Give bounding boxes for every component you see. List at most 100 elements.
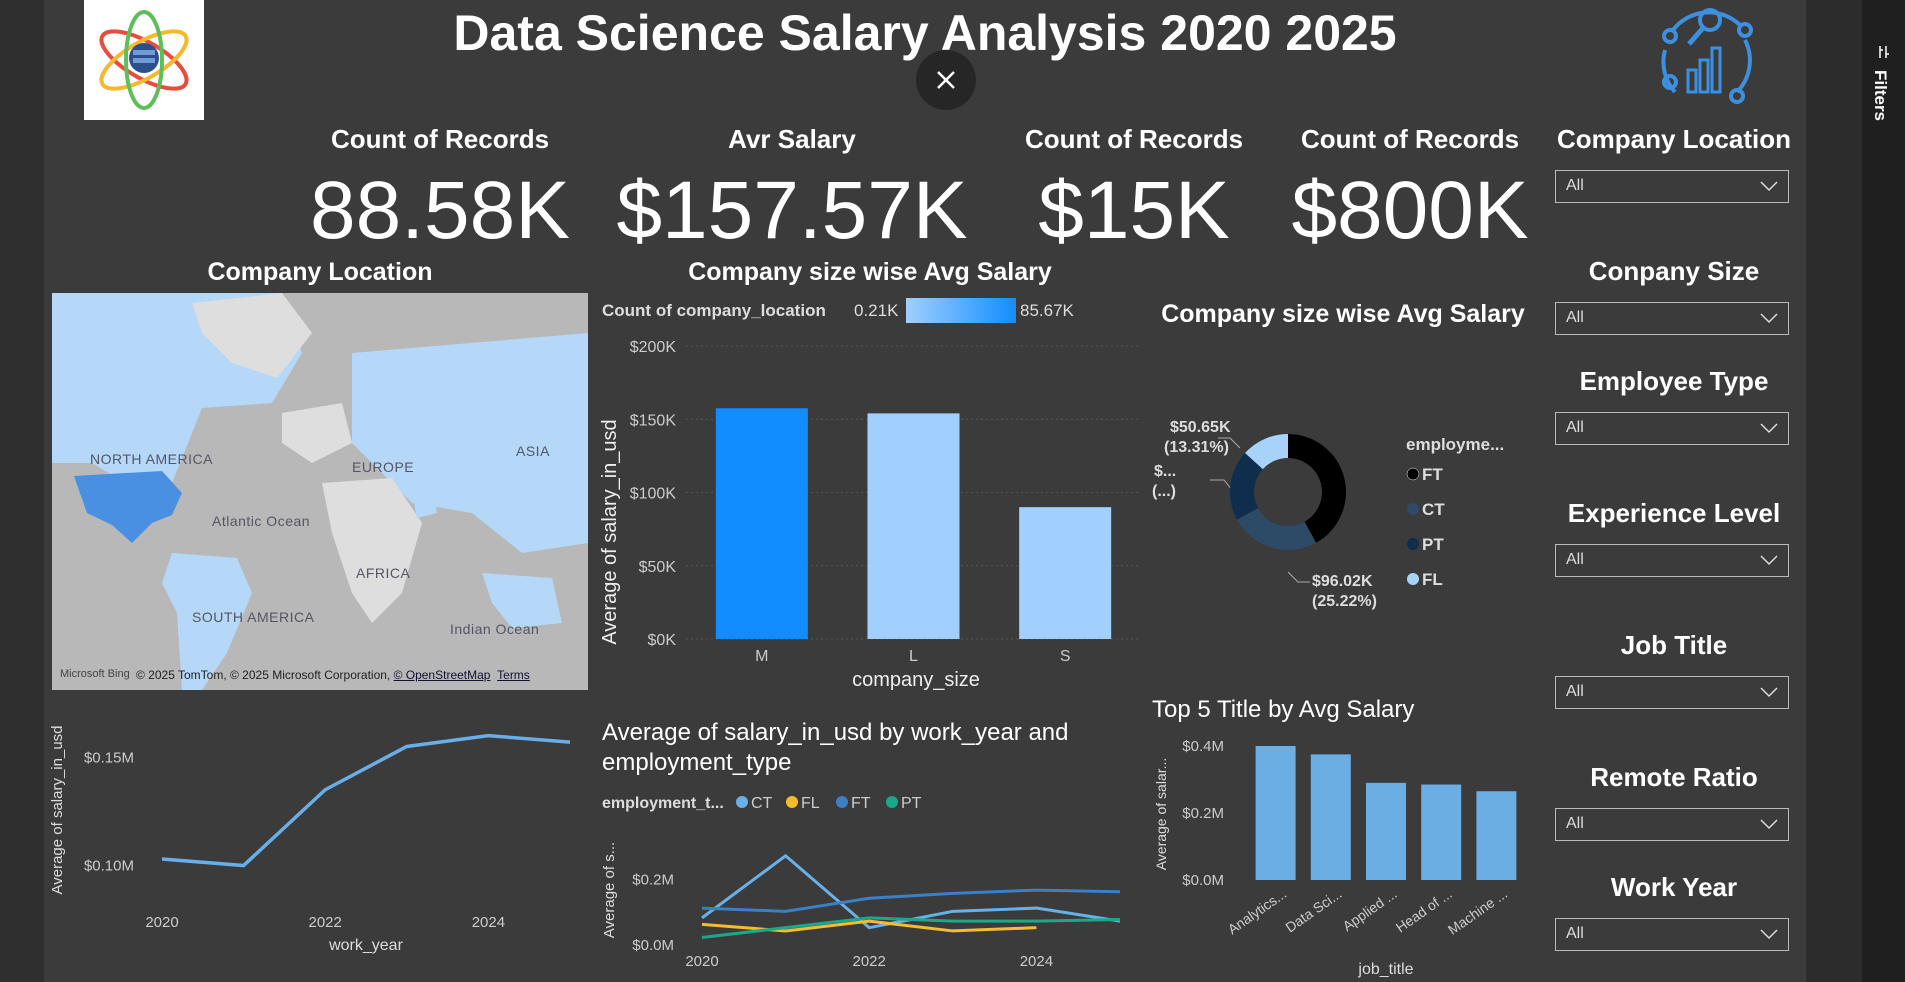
slicer-employee-type[interactable]: All <box>1555 412 1789 445</box>
donut-slice-ft <box>1288 434 1346 543</box>
employment-donut-chart[interactable]: employme... $50.65K (13.31%) $... (...) … <box>1148 340 1538 630</box>
osm-link[interactable]: © OpenStreetMap <box>393 668 491 682</box>
emp-line-title-line2: employment_type <box>602 749 792 776</box>
slicer-title-company-size: Conpany Size <box>1588 256 1760 286</box>
top5-bar <box>1310 754 1351 880</box>
bar-x-tick: L <box>909 648 918 665</box>
emp-legend-dot-ct <box>736 796 748 808</box>
top5-x-tick: Applied ... <box>1340 885 1400 934</box>
filters-pane[interactable] <box>1862 0 1905 982</box>
chevron-down-icon[interactable] <box>1760 553 1778 567</box>
slicer-value: All <box>1566 925 1584 942</box>
emp-series-pt <box>701 916 1121 939</box>
top5-title: Top 5 Title by Avg Salary <box>1152 696 1415 723</box>
chevron-down-icon[interactable] <box>1760 685 1778 699</box>
yline-x-tick: 2022 <box>309 914 342 931</box>
map-label-indian-ocean: Indian Ocean <box>450 621 540 637</box>
slicer-title-company-location: Company Location <box>1556 124 1791 154</box>
close-button[interactable] <box>916 50 976 110</box>
company-location-map[interactable]: NORTH AMERICA EUROPE ASIA Atlantic Ocean… <box>52 293 588 690</box>
company-size-bar-chart[interactable]: Count of company_location 0.21K 85.67K A… <box>596 292 1146 692</box>
slicer-work-year[interactable]: All <box>1555 918 1789 951</box>
top5-title-bar-chart[interactable]: Average of salar... job_title $0.0M $0.2M… <box>1148 728 1538 980</box>
donut-legend-dot-ft <box>1406 467 1420 481</box>
chevron-down-icon[interactable] <box>1760 179 1778 193</box>
donut-slice-fl <box>1245 434 1288 470</box>
salary-by-employment-line-chart[interactable]: employment_t... Average of s... CT FL FT PT… <box>596 786 1146 972</box>
donut-legend-title: employme... <box>1406 435 1504 454</box>
emp-series-fl <box>701 919 1037 933</box>
yline-x-tick: 2024 <box>472 914 505 931</box>
world-map[interactable] <box>52 293 588 690</box>
slicer-title-employee-type: Employee Type <box>1579 366 1769 396</box>
emp-legend-dot-pt <box>886 796 898 808</box>
top5-y-tick: $0.2M <box>1182 805 1224 822</box>
donut-label-fl-value: $50.65K <box>1170 419 1231 436</box>
slicer-job-title[interactable]: All <box>1555 676 1789 709</box>
donut-slice-pt <box>1230 453 1263 520</box>
bar-s <box>1019 507 1112 639</box>
map-label-asia: ASIA <box>516 443 550 459</box>
filter-icon[interactable] <box>1877 44 1891 60</box>
atom-logo <box>84 0 204 120</box>
top5-y-label: Average of salar... <box>1153 758 1169 871</box>
emp-legend-pt: PT <box>901 795 922 812</box>
map-label-europe: EUROPE <box>352 459 415 475</box>
emp-legend-title: employment_t... <box>602 795 724 812</box>
emp-line-title-line1: Average of salary_in_usd by work_year an… <box>602 719 1069 746</box>
top5-bar <box>1476 791 1517 880</box>
chevron-down-icon[interactable] <box>1760 421 1778 435</box>
bar-y-label: Average of salary_in_usd <box>599 419 621 644</box>
yline-series <box>161 733 571 868</box>
donut-legend-dot-ct <box>1407 503 1419 515</box>
bar-y-tick: $100K <box>630 486 677 503</box>
donut-label-pt-value: $... <box>1154 463 1176 480</box>
slicer-remote-ratio[interactable]: All <box>1555 808 1789 841</box>
yline-x-label: work_year <box>328 937 403 954</box>
yline-y-tick: $0.10M <box>84 858 134 875</box>
slicer-value: All <box>1566 177 1584 194</box>
bar-legend-gradient <box>906 298 1016 323</box>
map-attribution: © 2025 TomTom, © 2025 Microsoft Corporat… <box>136 668 530 682</box>
bar-x-label: company_size <box>852 669 980 691</box>
slicer-company-location[interactable]: All <box>1555 170 1789 203</box>
top5-x-tick: Analytics... <box>1225 885 1290 937</box>
salary-by-year-line-chart[interactable]: Average of salary_in_usd work_year $0.10… <box>46 700 586 960</box>
map-title: Company Location <box>207 258 433 286</box>
emp-legend-ct: CT <box>751 795 773 812</box>
bar-legend-max: 85.67K <box>1020 301 1075 320</box>
bar-x-tick: S <box>1060 648 1071 665</box>
emp-legend-fl: FL <box>801 795 820 812</box>
yline-y-tick: $0.15M <box>84 749 134 766</box>
close-icon[interactable] <box>916 50 976 110</box>
emp-line-title: Average of salary_in_usd by work_year an… <box>602 718 1162 778</box>
bar-legend-min: 0.21K <box>854 301 899 320</box>
filters-label[interactable]: Filters <box>1871 70 1890 122</box>
emp-y-label: Average of s... <box>601 842 618 938</box>
bar-chart-title: Company size wise Avg Salary <box>688 258 1052 286</box>
emp-y-tick: $0.2M <box>632 872 674 889</box>
donut-legend-fl: FL <box>1422 570 1443 589</box>
chevron-down-icon[interactable] <box>1760 927 1778 941</box>
terms-link[interactable]: Terms <box>497 668 530 682</box>
chevron-down-icon[interactable] <box>1760 311 1778 325</box>
top5-x-label: job_title <box>1357 961 1413 978</box>
slicer-title-remote-ratio: Remote Ratio <box>1590 762 1758 792</box>
top5-x-tick: Data Sci... <box>1282 885 1344 935</box>
attribution-text: © 2025 TomTom, © 2025 Microsoft Corporat… <box>136 668 394 682</box>
donut-legend-pt: PT <box>1422 535 1444 554</box>
bing-logo: Microsoft Bing <box>60 668 130 680</box>
yline-x-tick: 2020 <box>145 914 178 931</box>
kpi-value-records: 88.58K <box>310 165 570 256</box>
top5-y-tick: $0.4M <box>1182 738 1224 755</box>
top5-bar <box>1366 782 1406 880</box>
map-label-south-america: SOUTH AMERICA <box>192 609 315 625</box>
slicer-experience-level[interactable]: All <box>1555 544 1789 577</box>
emp-legend-ft: FT <box>851 795 871 812</box>
bar-y-tick: $50K <box>639 559 677 576</box>
kpi-label-min-salary: Count of Records <box>1024 124 1244 154</box>
slicer-company-size[interactable]: All <box>1555 302 1789 335</box>
chevron-down-icon[interactable] <box>1760 817 1778 831</box>
slicer-value: All <box>1566 683 1584 700</box>
report-left-margin <box>0 0 44 982</box>
